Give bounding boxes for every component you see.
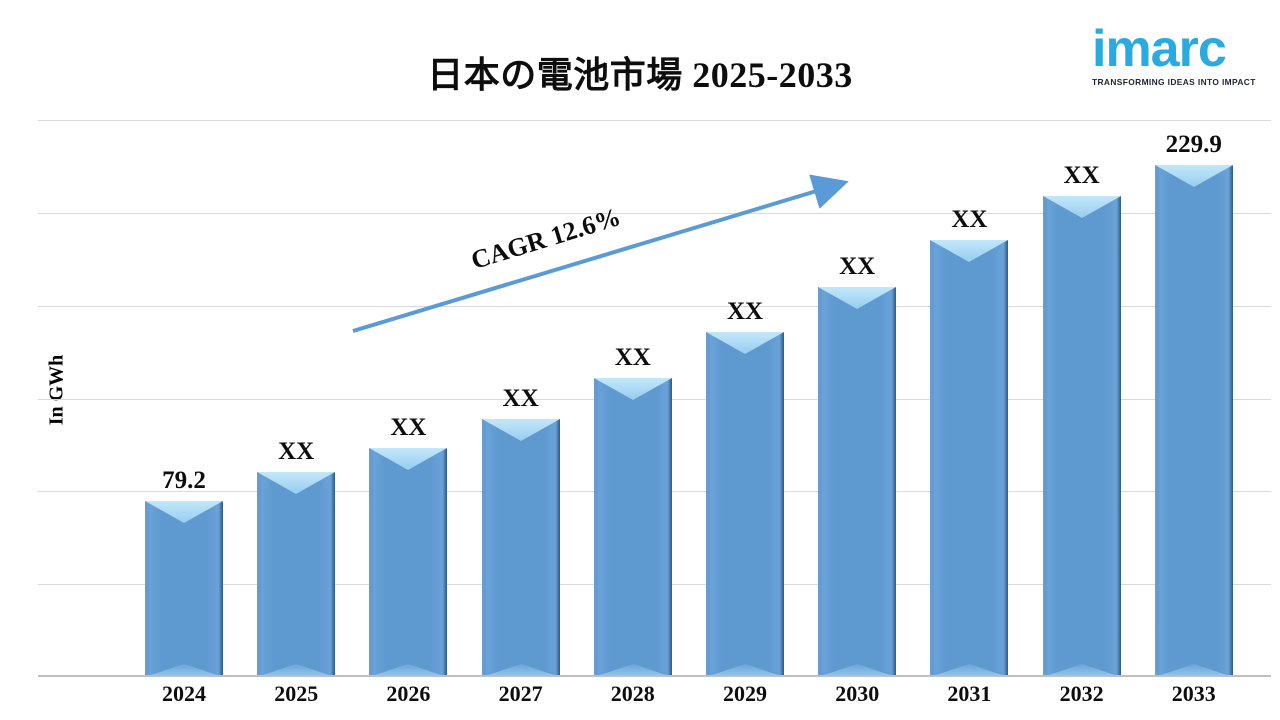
x-axis-line: [38, 675, 1271, 677]
imarc-logo-tagline: TRANSFORMING IDEAS INTO IMPACT: [1092, 76, 1256, 87]
gridline: [38, 120, 1271, 121]
bar-value-label-2027: XX: [502, 385, 539, 412]
bar-value-label-2024: 79.2: [162, 467, 206, 494]
bar-value-label-2033: 229.9: [1165, 131, 1222, 158]
plot-area: 79.2 2024 XX 2025 XX 2026 XX 2027 XX 2028 XX 2029 XX…: [38, 120, 1271, 706]
x-axis-label-2027: 2027: [498, 681, 543, 706]
bar-2026: [369, 448, 447, 677]
imarc-logo-text: imarc: [1092, 20, 1227, 78]
bar-value-label-2032: XX: [1063, 162, 1100, 189]
bar-value-label-2030: XX: [839, 253, 876, 280]
bar-value-label-2028: XX: [614, 344, 651, 371]
bar-value-label-2026: XX: [390, 414, 427, 441]
bar-2028: [594, 378, 672, 677]
x-axis-label-2026: 2026: [386, 681, 431, 706]
bar-2029: [706, 332, 784, 677]
bar-value-label-2031: XX: [951, 206, 988, 233]
bar-2031: [930, 240, 1008, 677]
x-axis-label-2028: 2028: [610, 681, 655, 706]
bar-2032: [1043, 196, 1121, 677]
chart-title: 日本の電池市場 2025-2033: [427, 55, 853, 95]
x-axis-label-2025: 2025: [274, 681, 319, 706]
bar-2024: [145, 501, 223, 677]
x-axis-label-2033: 2033: [1171, 681, 1216, 706]
bar-2027: [482, 419, 560, 677]
bar-2030: [818, 287, 896, 677]
x-axis-label-2032: 2032: [1059, 681, 1104, 706]
imarc-logo: imarc TRANSFORMING IDEAS INTO IMPACT: [1092, 20, 1264, 87]
x-axis-label-2024: 2024: [162, 681, 206, 706]
x-axis-label-2030: 2030: [835, 681, 880, 706]
x-axis-label-2031: 2031: [947, 681, 992, 706]
bar-value-label-2025: XX: [278, 438, 315, 465]
bar-value-label-2029: XX: [726, 298, 764, 325]
bar-2033: [1155, 165, 1233, 677]
x-axis-label-2029: 2029: [723, 681, 767, 706]
bar-2025: [257, 472, 335, 677]
